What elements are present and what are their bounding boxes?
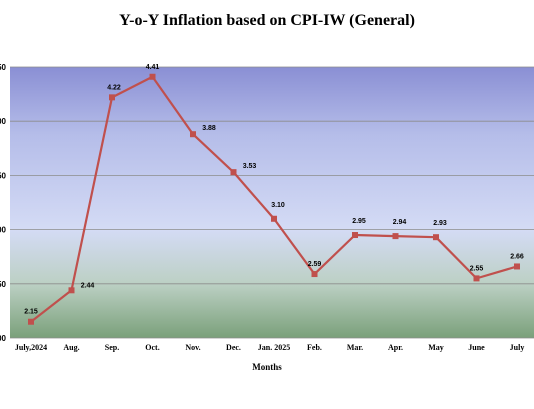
- data-label: 2.15: [24, 309, 38, 316]
- data-labels: 2.15 2.44 4.22 4.41 3.88 3.53 3.10 2.59 2.95 2.94…: [24, 64, 524, 316]
- x-tick-label: Oct.: [145, 343, 159, 352]
- data-label: 3.10: [271, 202, 285, 209]
- x-tick-label: July,2024: [15, 343, 47, 352]
- data-point: [271, 215, 277, 222]
- y-tick-label: 3.50: [0, 171, 7, 180]
- x-tick-label: Nov.: [185, 343, 200, 352]
- data-point: [28, 318, 34, 325]
- x-tick-label: Jan. 2025: [258, 343, 290, 352]
- data-label: 2.66: [510, 253, 524, 260]
- data-label: 2.94: [393, 219, 407, 226]
- data-label: 3.88: [202, 125, 216, 132]
- data-point: [149, 73, 156, 80]
- data-point: [311, 271, 318, 278]
- data-label: 2.59: [308, 261, 322, 268]
- x-tick-label: Mar.: [347, 343, 363, 352]
- data-label: 4.41: [146, 64, 160, 71]
- x-tick-label: Sep.: [105, 343, 119, 352]
- gridlines: [10, 66, 534, 339]
- data-label: 2.95: [352, 218, 366, 225]
- y-axis-ticks: 2.00 2.50 3.00 3.50 4.00 4.50: [0, 63, 7, 343]
- x-tick-label: Apr.: [388, 343, 403, 352]
- y-tick-label: 4.00: [0, 117, 7, 126]
- data-point: [352, 232, 358, 239]
- plot-area: [10, 67, 534, 338]
- y-tick-label: 2.00: [0, 334, 7, 343]
- data-label: 2.44: [81, 282, 95, 289]
- data-point: [190, 131, 196, 138]
- y-tick-label: 4.50: [0, 63, 7, 72]
- series-markers: [28, 73, 520, 325]
- x-tick-label: July: [510, 343, 525, 352]
- x-axis-ticks: July,2024 Aug. Sep. Oct. Nov. Dec. Jan. 2025 Fe…: [15, 343, 524, 352]
- data-point: [514, 263, 520, 270]
- x-tick-label: May: [428, 343, 444, 352]
- data-point: [230, 169, 237, 176]
- data-point: [68, 287, 75, 294]
- data-point: [473, 275, 480, 282]
- x-axis-title: Months: [252, 362, 282, 372]
- data-point: [392, 233, 399, 240]
- x-tick-label: Dec.: [226, 343, 241, 352]
- chart-title: Y-o-Y Inflation based on CPI-IW (General…: [119, 12, 415, 29]
- data-label: 3.53: [243, 163, 257, 170]
- x-tick-label: June: [468, 343, 485, 352]
- data-label: 2.93: [433, 220, 447, 227]
- x-tick-label: Feb.: [307, 343, 322, 352]
- x-tick-label: Aug.: [63, 343, 79, 352]
- data-point: [109, 94, 115, 101]
- y-tick-label: 2.50: [0, 280, 7, 289]
- data-label: 4.22: [107, 84, 121, 91]
- data-point: [433, 234, 439, 241]
- data-label: 2.55: [470, 265, 484, 272]
- y-tick-label: 3.00: [0, 226, 7, 235]
